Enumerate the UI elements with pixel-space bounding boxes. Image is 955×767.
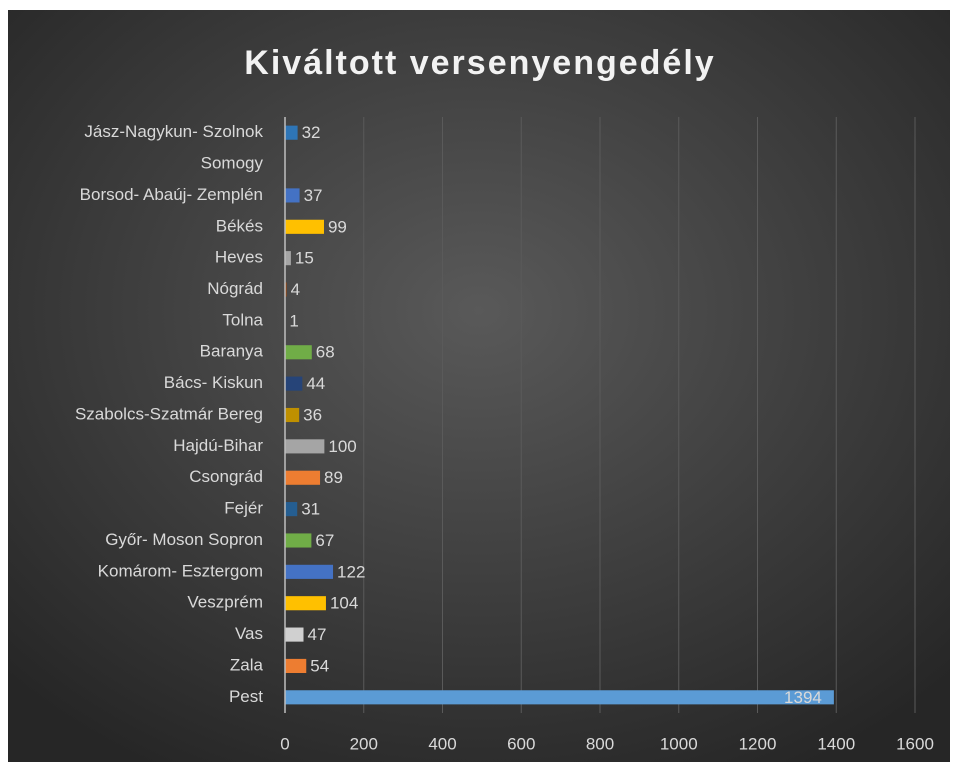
bar xyxy=(285,282,287,297)
bar xyxy=(285,188,300,203)
bar xyxy=(285,502,298,517)
value-label: 89 xyxy=(324,468,343,487)
x-tick-label: 1600 xyxy=(896,734,934,753)
bar xyxy=(285,690,834,705)
y-tick-label: Fejér xyxy=(224,499,263,518)
y-tick-label: Nógrád xyxy=(207,279,263,298)
x-tick-label: 200 xyxy=(350,734,378,753)
y-tick-label: Békés xyxy=(216,216,263,235)
y-tick-label: Bács- Kiskun xyxy=(164,373,263,392)
value-label: 67 xyxy=(315,531,334,550)
x-tick-label: 600 xyxy=(507,734,535,753)
bar xyxy=(285,345,312,360)
y-tick-label: Győr- Moson Sopron xyxy=(105,530,263,549)
y-tick-label: Vas xyxy=(235,624,263,643)
x-tick-label: 400 xyxy=(428,734,456,753)
bar xyxy=(285,627,304,642)
y-tick-label: Zala xyxy=(230,655,264,674)
bar xyxy=(285,125,298,140)
bar xyxy=(285,533,312,548)
bar xyxy=(285,407,300,423)
background xyxy=(8,10,950,762)
y-tick-label: Veszprém xyxy=(187,593,263,612)
value-label: 32 xyxy=(302,123,321,142)
y-tick-label: Komárom- Esztergom xyxy=(98,561,263,580)
value-label: 4 xyxy=(291,280,300,299)
bar xyxy=(285,596,326,611)
x-tick-label: 1400 xyxy=(817,734,855,753)
value-label: 1 xyxy=(289,311,298,330)
y-tick-label: Pest xyxy=(229,687,263,706)
bar xyxy=(285,564,334,579)
y-tick-label: Hajdú-Bihar xyxy=(173,436,263,455)
value-label: 100 xyxy=(328,437,356,456)
bar xyxy=(285,439,325,454)
y-tick-label: Baranya xyxy=(200,342,264,361)
value-label: 1394 xyxy=(784,688,822,707)
y-tick-label: Jász-Nagykun- Szolnok xyxy=(84,122,263,141)
bar xyxy=(285,376,303,391)
y-tick-label: Csongrád xyxy=(189,467,263,486)
value-label: 44 xyxy=(306,374,325,393)
x-tick-label: 800 xyxy=(586,734,614,753)
y-tick-label: Heves xyxy=(215,248,263,267)
value-label: 68 xyxy=(316,343,335,362)
bar xyxy=(285,658,307,674)
value-label: 47 xyxy=(308,625,327,644)
y-tick-label: Borsod- Abaúj- Zemplén xyxy=(80,185,263,204)
bar xyxy=(285,251,291,266)
bar xyxy=(285,219,324,234)
value-label: 37 xyxy=(304,186,323,205)
value-label: 31 xyxy=(301,500,320,519)
y-tick-label: Szabolcs-Szatmár Bereg xyxy=(75,404,263,423)
value-label: 15 xyxy=(295,249,314,268)
value-label: 54 xyxy=(310,656,329,675)
y-tick-label: Somogy xyxy=(201,154,264,173)
x-tick-label: 1200 xyxy=(739,734,777,753)
x-tick-label: 1000 xyxy=(660,734,698,753)
value-label: 122 xyxy=(337,562,365,581)
value-label: 36 xyxy=(303,405,322,424)
bar xyxy=(285,470,321,485)
value-label: 99 xyxy=(328,217,347,236)
x-tick-label: 0 xyxy=(280,734,289,753)
y-tick-label: Tolna xyxy=(222,310,263,329)
value-label: 104 xyxy=(330,594,358,613)
chart-title: Kiváltott versenyengedély xyxy=(244,44,715,82)
